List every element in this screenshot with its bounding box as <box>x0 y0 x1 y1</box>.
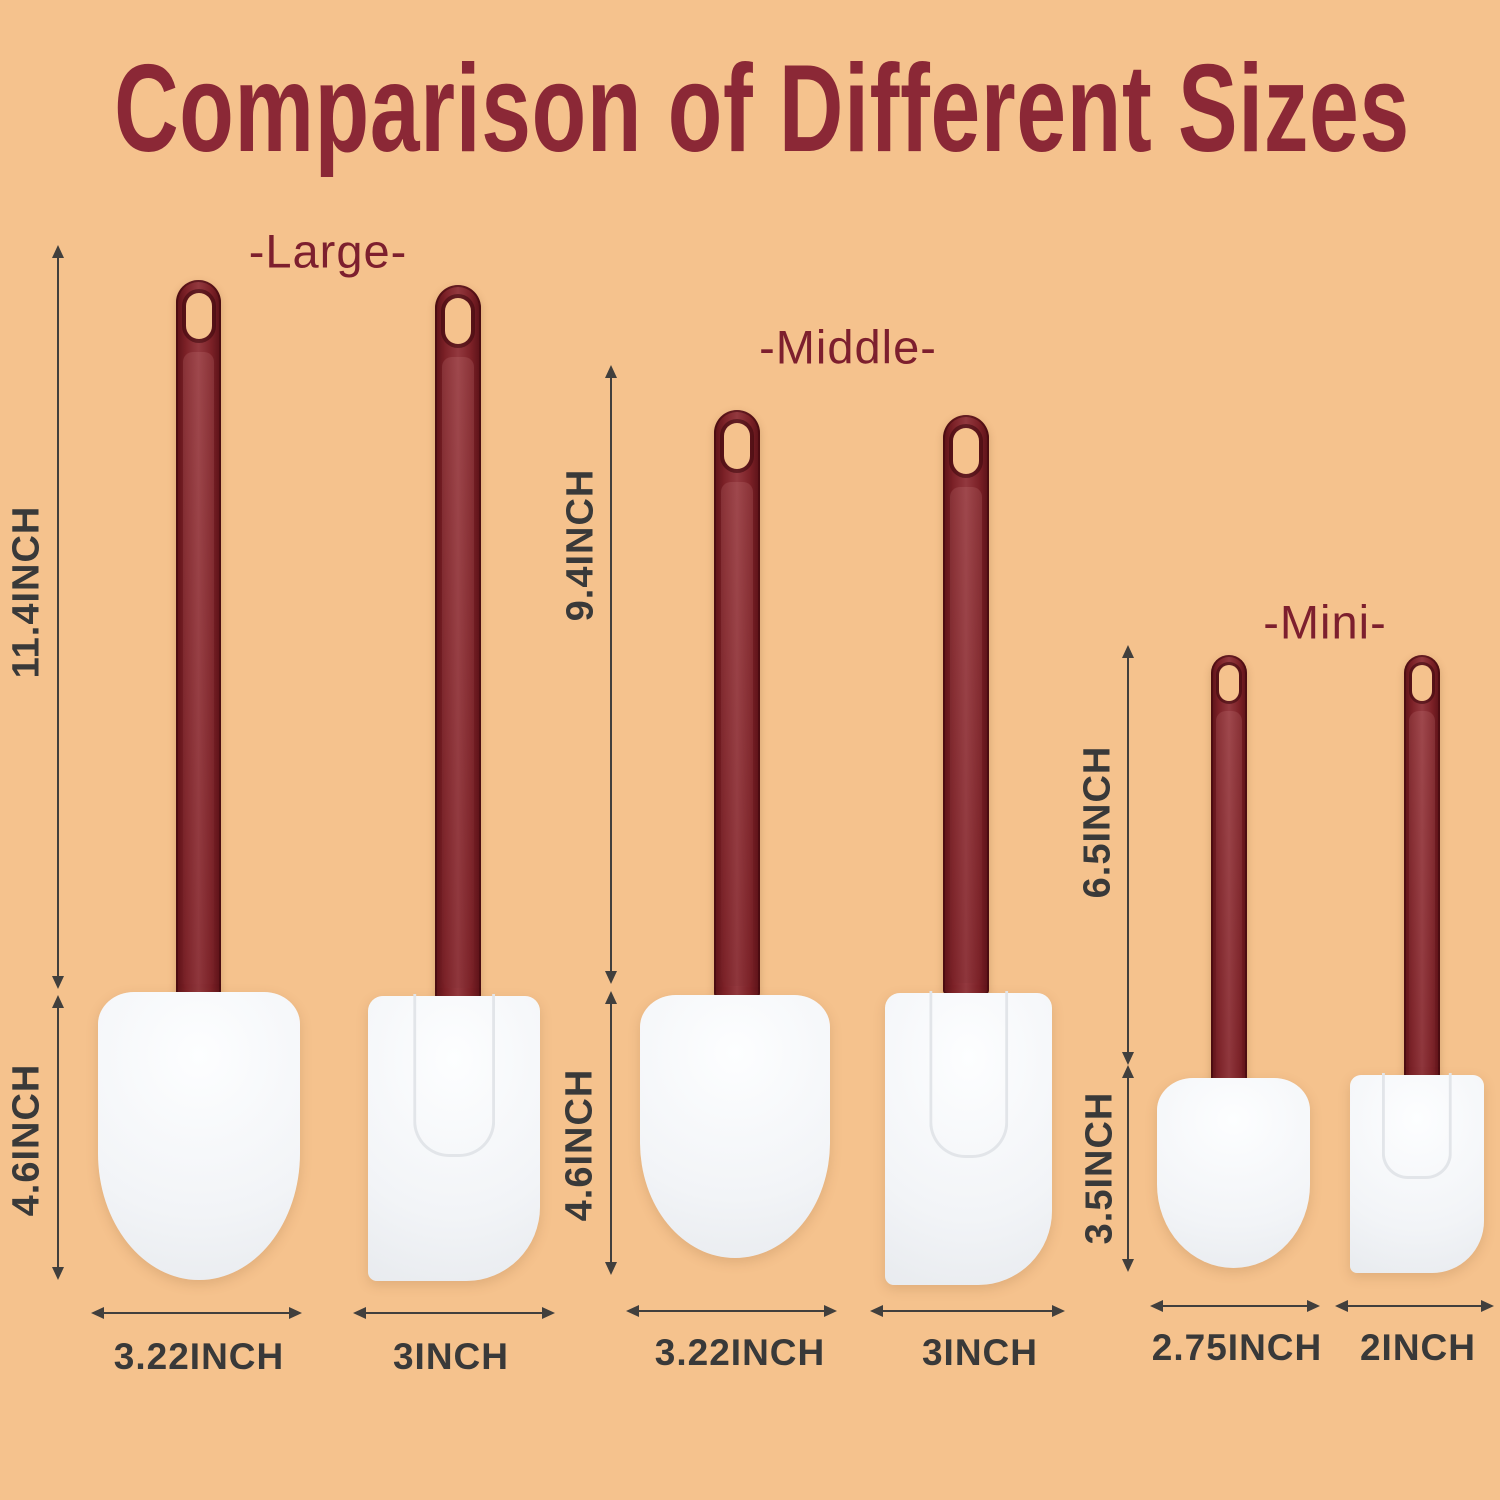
handle-length-label-middle: 9.4INCH <box>559 468 602 622</box>
head-seam <box>413 994 495 1157</box>
width-label-middle-flat: 3INCH <box>921 1332 1039 1373</box>
middle-flat-spatula-head <box>885 991 1052 1285</box>
head-length-label-mini: 3.5INCH <box>1078 1091 1121 1245</box>
width-arrow-large-spoon <box>103 1312 290 1314</box>
hanging-hole <box>185 293 212 339</box>
width-arrow-mini-spoon <box>1162 1305 1308 1307</box>
group-label-large: -Large- <box>248 224 408 278</box>
group-label-middle: -Middle- <box>759 320 937 374</box>
hanging-hole <box>445 298 471 344</box>
width-label-mini-spoon: 2.75INCH <box>1151 1327 1323 1368</box>
mini-spoon-spatula-head <box>1157 1078 1310 1268</box>
handle-length-arrow-middle <box>610 377 612 972</box>
hanging-hole <box>1412 665 1432 701</box>
head-length-arrow-mini <box>1127 1077 1129 1260</box>
handle-inner-panel <box>1216 711 1242 1088</box>
page-title: Comparison of Different Sizes <box>114 40 1410 178</box>
hanging-hole <box>953 428 979 474</box>
width-arrow-mini-flat <box>1347 1305 1482 1307</box>
head-length-label-middle: 4.6INCH <box>558 1068 601 1222</box>
large-flat-spatula-handle <box>435 285 481 1000</box>
middle-spoon-spatula-head <box>640 995 830 1258</box>
mini-flat-spatula-handle <box>1404 655 1440 1095</box>
head-seam <box>1381 1073 1453 1179</box>
handle-inner-panel <box>721 482 753 986</box>
head-seam <box>928 991 1009 1158</box>
middle-spoon-spatula-handle <box>714 410 760 998</box>
middle-flat-spatula-handle <box>943 415 989 995</box>
hanging-hole <box>724 423 750 469</box>
handle-length-label-mini: 6.5INCH <box>1076 745 1119 899</box>
mini-spoon-spatula-handle <box>1211 655 1247 1100</box>
width-label-mini-flat: 2INCH <box>1359 1327 1477 1368</box>
handle-inner-panel <box>950 487 982 983</box>
width-label-large-flat: 3INCH <box>392 1336 510 1377</box>
mini-flat-spatula-head <box>1350 1073 1484 1273</box>
handle-inner-panel <box>1409 711 1435 1083</box>
hanging-hole <box>1219 665 1239 701</box>
width-label-large-spoon: 3.22INCH <box>113 1336 285 1377</box>
width-label-middle-spoon: 3.22INCH <box>654 1332 826 1373</box>
width-arrow-middle-flat <box>882 1310 1053 1312</box>
large-spoon-spatula-handle <box>176 280 221 1002</box>
large-flat-spatula-head <box>368 994 540 1281</box>
large-spoon-spatula-head <box>98 992 300 1280</box>
group-label-mini: -Mini- <box>1263 595 1387 649</box>
width-arrow-large-flat <box>365 1312 543 1314</box>
handle-inner-panel <box>183 352 214 990</box>
handle-length-arrow-large <box>57 257 59 977</box>
handle-length-label-large: 11.4INCH <box>5 505 48 679</box>
head-length-arrow-large <box>57 1007 59 1268</box>
handle-length-arrow-mini <box>1127 657 1129 1053</box>
head-length-label-large: 4.6INCH <box>5 1063 48 1217</box>
width-arrow-middle-spoon <box>638 1310 825 1312</box>
head-length-arrow-middle <box>610 1003 612 1263</box>
handle-inner-panel <box>442 357 474 988</box>
